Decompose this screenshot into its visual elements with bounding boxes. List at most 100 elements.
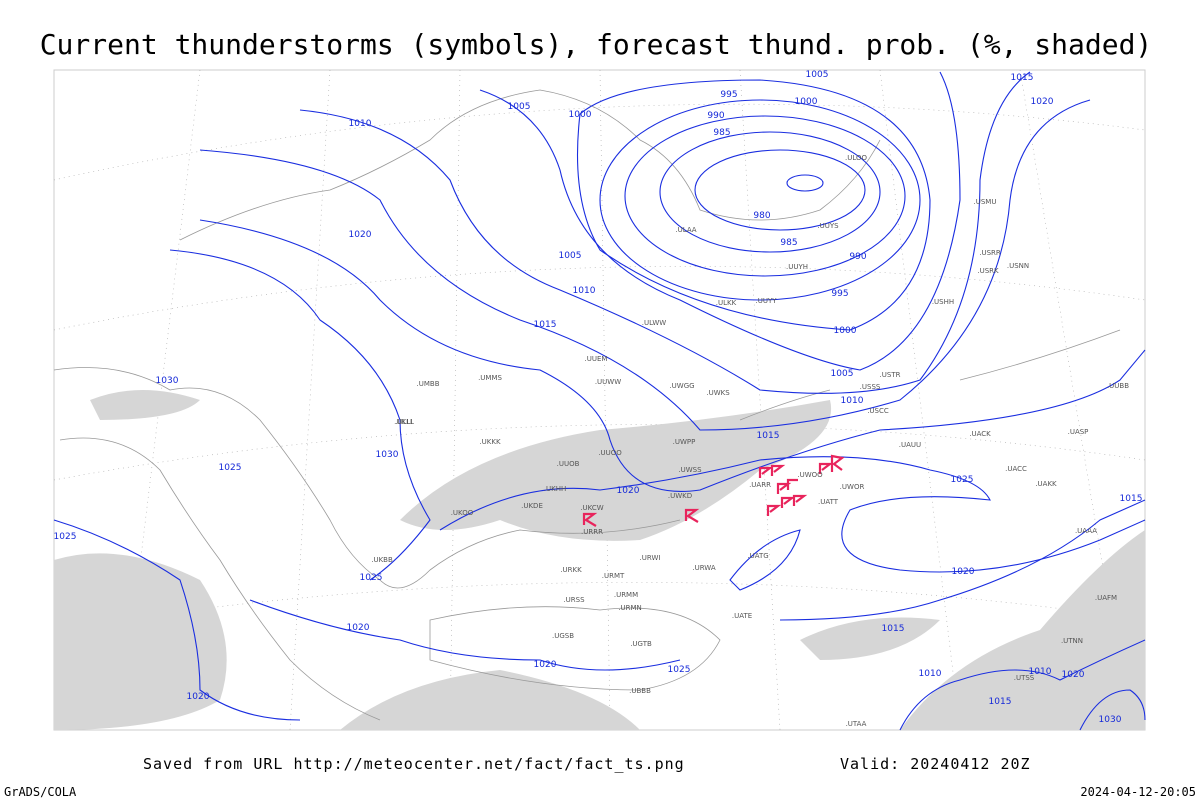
station-label: .UACC bbox=[1005, 465, 1027, 473]
isobar-label: 1005 bbox=[559, 251, 582, 261]
isobar-label: 1015 bbox=[534, 320, 557, 330]
station-label: .URMN bbox=[618, 604, 642, 612]
isobar-label: 1005 bbox=[806, 70, 829, 80]
station-label: .URRR bbox=[581, 528, 603, 536]
station-label: .UUYS bbox=[817, 222, 839, 230]
station-label: .USHH bbox=[932, 298, 954, 306]
station-label: .UKBB bbox=[371, 556, 393, 564]
station-label: .ULAA bbox=[675, 226, 696, 234]
isobar-label: 1030 bbox=[1099, 715, 1122, 725]
isobar-label: 1020 bbox=[349, 230, 372, 240]
station-label: .UAAA bbox=[1075, 527, 1097, 535]
station-label: .USRR bbox=[979, 249, 1001, 257]
station-label: .URMT bbox=[602, 572, 625, 580]
isobar-label: 1025 bbox=[668, 665, 691, 675]
station-label: .UGTB bbox=[630, 640, 652, 648]
station-label: .USTR bbox=[880, 371, 901, 379]
station-label: .URWA bbox=[692, 564, 715, 572]
isobar-label: 1015 bbox=[1011, 73, 1034, 83]
isobar-label: 1015 bbox=[757, 431, 780, 441]
valid-time: Valid: 20240412 20Z bbox=[840, 755, 1031, 773]
isobar-label: 980 bbox=[753, 211, 770, 221]
isobar-label: 1010 bbox=[573, 286, 596, 296]
isobars bbox=[53, 71, 1146, 731]
isobar-label: 985 bbox=[780, 238, 797, 248]
station-label: .USRK bbox=[977, 267, 999, 275]
isobar-label: 995 bbox=[720, 90, 737, 100]
station-label: .UTNN bbox=[1061, 637, 1083, 645]
station-label: .UTSS bbox=[1014, 674, 1035, 682]
station-label: .ULLI bbox=[395, 418, 412, 426]
station-label: .UACK bbox=[969, 430, 991, 438]
station-label: .URKK bbox=[560, 566, 582, 574]
station-label: .ULWW bbox=[642, 319, 667, 327]
isobar-label: 1005 bbox=[831, 369, 854, 379]
isobar-label: 1010 bbox=[841, 396, 864, 406]
isobar-label: 995 bbox=[831, 289, 848, 299]
isobar-label: 990 bbox=[707, 111, 724, 121]
isobar-label: 1025 bbox=[360, 573, 383, 583]
source-url: Saved from URL http://meteocenter.net/fa… bbox=[143, 755, 685, 773]
station-label: .UKLL bbox=[394, 418, 414, 426]
isobar-label: 1020 bbox=[1031, 97, 1054, 107]
isobar-label: 1020 bbox=[347, 623, 370, 633]
station-label: .UUOO bbox=[598, 449, 622, 457]
station-label: .UAFM bbox=[1095, 594, 1117, 602]
station-label: .UBBB bbox=[629, 687, 651, 695]
station-label: .UUYH bbox=[786, 263, 808, 271]
credit: GrADS/COLA bbox=[4, 785, 77, 799]
station-label: .UASP bbox=[1068, 428, 1089, 436]
map-labels: 1005 995 1005 1015 1000 990 1000 1020 1010 985 980… bbox=[54, 70, 1143, 728]
thunderstorm-symbols bbox=[582, 454, 845, 527]
station-label: .UKCW bbox=[580, 504, 603, 512]
station-label: .UARR bbox=[749, 481, 771, 489]
station-label: .URWI bbox=[640, 554, 661, 562]
station-label: .UKKK bbox=[479, 438, 501, 446]
station-label: .UUWW bbox=[595, 378, 621, 386]
isobar-label: 1020 bbox=[1062, 670, 1085, 680]
station-label: .UKDE bbox=[521, 502, 543, 510]
station-label: .UWOR bbox=[840, 483, 865, 491]
station-label: .ULOO bbox=[845, 154, 868, 162]
isobar-label: 1000 bbox=[795, 97, 818, 107]
station-label: .UWOO bbox=[797, 471, 823, 479]
station-label: .UWKS bbox=[706, 389, 730, 397]
station-label: .UWSS bbox=[678, 466, 702, 474]
isobar-label: 985 bbox=[713, 128, 730, 138]
station-label: .UWGG bbox=[669, 382, 694, 390]
isobar-label: 1025 bbox=[54, 532, 77, 542]
station-label: .USMU bbox=[974, 198, 997, 206]
station-label: .URMM bbox=[614, 591, 638, 599]
isobar-label: 1030 bbox=[156, 376, 179, 386]
isobar-label: 1020 bbox=[187, 692, 210, 702]
isobar-label: 1010 bbox=[919, 669, 942, 679]
isobar-label: 1020 bbox=[952, 567, 975, 577]
station-label: .USNN bbox=[1007, 262, 1029, 270]
isobar-label: 990 bbox=[849, 252, 866, 262]
station-label: .UAUU bbox=[899, 441, 921, 449]
isobar-label: 1030 bbox=[376, 450, 399, 460]
isobar-label: 1005 bbox=[508, 102, 531, 112]
station-label: .UKOO bbox=[451, 509, 474, 517]
station-label: .UTAA bbox=[846, 720, 867, 728]
station-label: .UKHH bbox=[544, 485, 566, 493]
coastlines bbox=[53, 89, 1121, 721]
station-label: .USSS bbox=[860, 383, 881, 391]
isobar-label: 1015 bbox=[989, 697, 1012, 707]
station-label: .UGSB bbox=[552, 632, 574, 640]
grid bbox=[53, 69, 1146, 731]
station-label: .ULKK bbox=[716, 299, 737, 307]
isobar-label: 1025 bbox=[951, 475, 974, 485]
station-label: .UMBB bbox=[417, 380, 440, 388]
isobar-label: 1025 bbox=[219, 463, 242, 473]
station-label: .UUOB bbox=[557, 460, 580, 468]
isobar-label: 1010 bbox=[1029, 667, 1052, 677]
station-label: .UUBB bbox=[1107, 382, 1129, 390]
station-label: .UATG bbox=[747, 552, 768, 560]
isobar-label: 1020 bbox=[534, 660, 557, 670]
station-label: .UWPP bbox=[673, 438, 696, 446]
isobar-label: 1015 bbox=[1120, 494, 1143, 504]
isobar-label: 1010 bbox=[349, 119, 372, 129]
map-frame bbox=[53, 69, 1146, 731]
